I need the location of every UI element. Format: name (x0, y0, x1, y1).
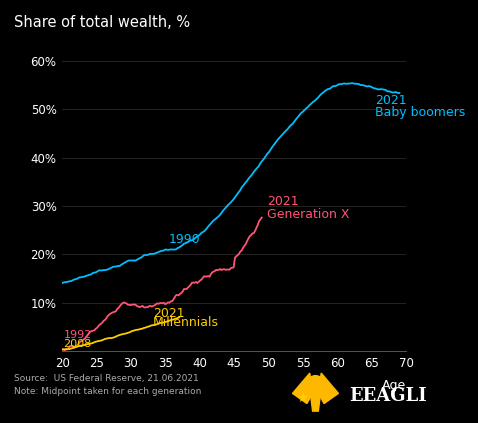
Text: Age: Age (382, 379, 406, 392)
Text: 2008: 2008 (64, 339, 92, 349)
Text: Millennials: Millennials (153, 316, 219, 330)
Polygon shape (293, 373, 313, 404)
Text: 2021: 2021 (267, 195, 299, 209)
Polygon shape (310, 388, 321, 411)
Text: Baby boomers: Baby boomers (375, 106, 466, 119)
Text: 1992: 1992 (64, 330, 92, 340)
Polygon shape (318, 373, 338, 404)
Text: Source:  US Federal Reserve, 21.06.2021
Note: Midpoint taken for each generation: Source: US Federal Reserve, 21.06.2021 N… (14, 374, 202, 396)
Text: Share of total wealth, %: Share of total wealth, % (14, 15, 190, 30)
Text: 2021: 2021 (375, 94, 407, 107)
Text: ★: ★ (296, 390, 309, 405)
Circle shape (308, 376, 323, 389)
Text: 1990: 1990 (169, 233, 200, 246)
Text: 2021: 2021 (153, 307, 185, 320)
Text: EEAGLI: EEAGLI (349, 387, 427, 404)
Text: Generation X: Generation X (267, 208, 350, 220)
